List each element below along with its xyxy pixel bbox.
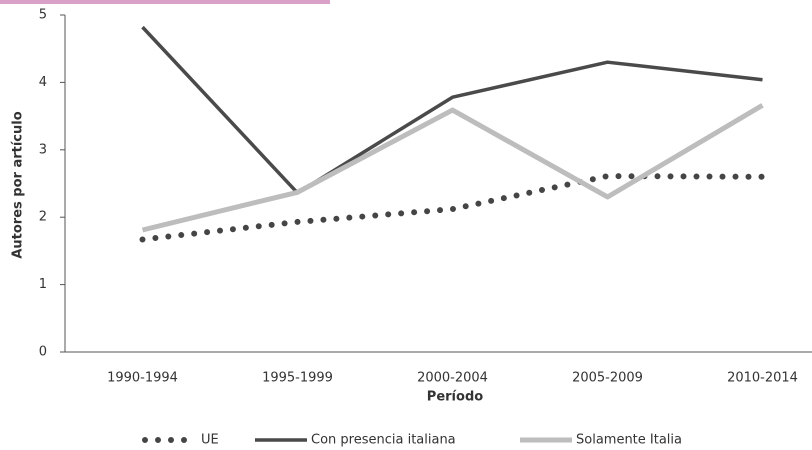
y-tick-label: 2 [39,210,47,225]
series-line [141,25,763,195]
scan-edge [0,0,330,4]
x-tick-label: 1995-1999 [262,371,333,386]
legend-label: Con presencia italiana [311,433,456,448]
y-tick-label: 5 [39,8,47,23]
series-line [141,103,764,233]
legend-label: Solamente Italia [576,433,682,448]
y-axis-label: Autores por artículo [11,111,26,258]
series-line [139,173,766,243]
y-tick-label: 4 [39,75,47,90]
y-tick-label: 1 [39,277,47,292]
legend-label: UE [201,433,219,448]
x-tick-label: 2000-2004 [417,371,488,386]
y-tick-label: 0 [39,345,47,360]
y-tick-label: 3 [39,142,47,157]
x-tick-label: 2010-2014 [727,371,798,386]
x-tick-label: 1990-1994 [107,371,178,386]
x-axis-label: Período [427,390,483,405]
x-tick-label: 2005-2009 [572,371,643,386]
